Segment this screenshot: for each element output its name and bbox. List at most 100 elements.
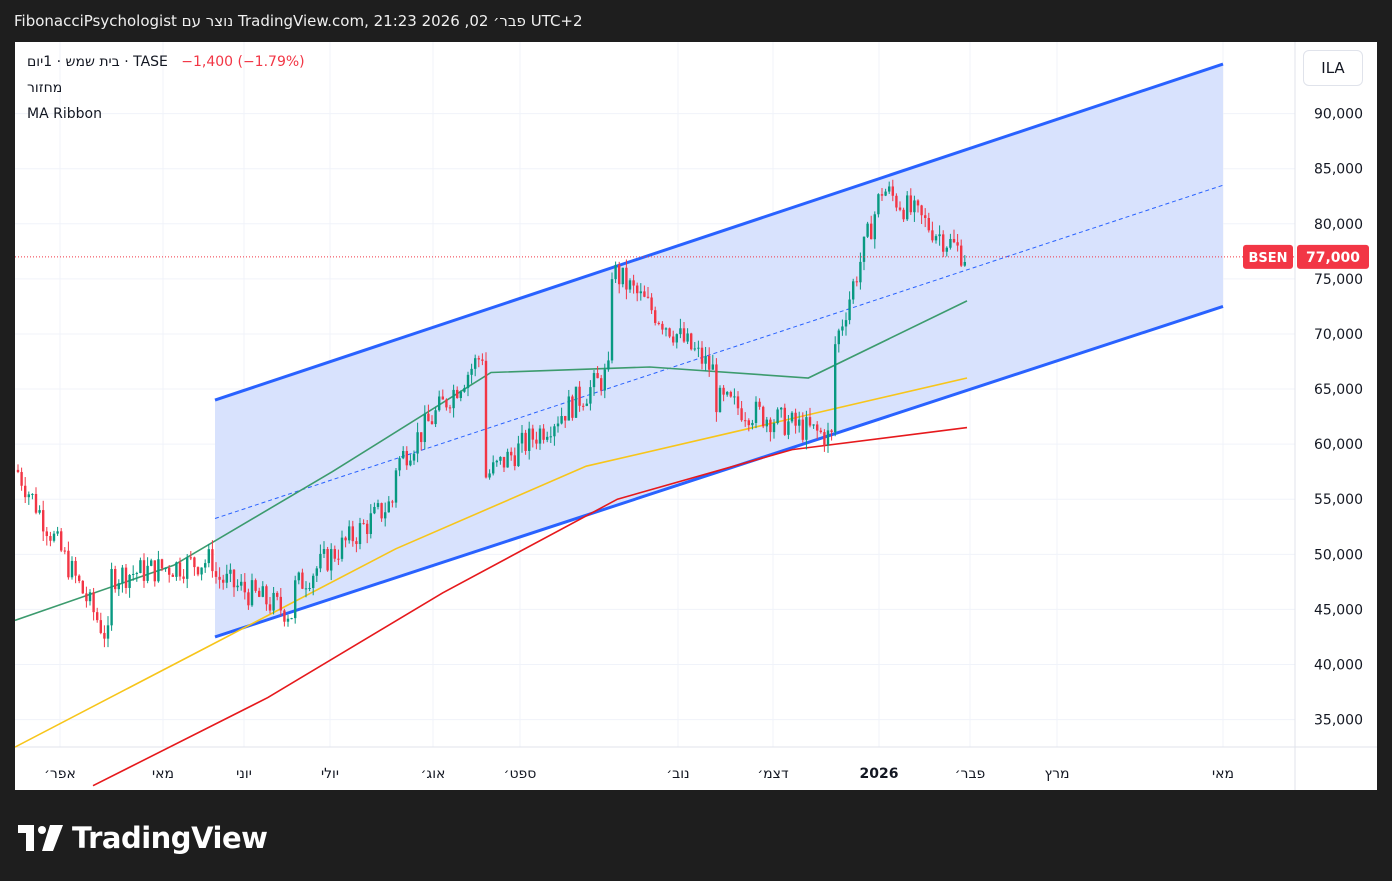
candle-body <box>542 428 545 440</box>
candle-body <box>340 537 344 559</box>
candle-body <box>841 326 844 331</box>
candle-body <box>585 403 588 406</box>
legend-indicator[interactable]: MA Ribbon <box>27 106 102 122</box>
candle-body <box>200 567 203 575</box>
candle-body <box>456 389 459 398</box>
candle-body <box>708 355 711 370</box>
candle-body <box>319 553 322 569</box>
candle-body <box>549 436 552 438</box>
candle-body <box>520 432 524 444</box>
candle-body <box>960 245 963 266</box>
x-tick-label: אוג׳ <box>421 766 446 782</box>
candle-body <box>384 512 387 519</box>
ma-long-line <box>92 426 968 787</box>
candle-body <box>808 417 812 426</box>
candle-body <box>420 432 423 443</box>
candle-body <box>942 234 945 252</box>
candle-body <box>873 214 876 240</box>
ma-mid-line <box>15 377 968 748</box>
ma-short-line <box>15 300 968 622</box>
candle-body <box>848 299 851 321</box>
candle-body <box>146 565 149 581</box>
candle-body <box>423 413 426 443</box>
candle-body <box>682 328 686 342</box>
candle-body <box>355 541 358 545</box>
candle-body <box>150 560 153 566</box>
channel-fill <box>215 64 1223 637</box>
candle-body <box>398 458 401 471</box>
tradingview-logo[interactable]: TradingView <box>18 818 268 858</box>
candle-body <box>261 586 264 597</box>
candle-body <box>564 416 567 421</box>
candle-body <box>614 264 617 280</box>
candle-body <box>733 396 736 398</box>
candle-body <box>409 460 412 466</box>
legend-volume[interactable]: מחזור <box>27 80 63 96</box>
candle-body <box>805 417 808 440</box>
candle-body <box>438 396 441 411</box>
candle-body <box>121 567 124 584</box>
candle-body <box>60 531 63 551</box>
candle-body <box>225 573 228 583</box>
candle-body <box>902 209 905 220</box>
legend-symbol[interactable]: בית שמש · 1יום · TASE <box>27 54 168 70</box>
candle-body <box>186 557 189 579</box>
candle-body <box>693 348 696 350</box>
candle-body <box>895 195 898 208</box>
candle-body <box>675 334 678 343</box>
candle-body <box>484 360 488 478</box>
candle-body <box>470 368 473 375</box>
symbol-tag <box>1243 244 1293 269</box>
chart-area[interactable]: 90,000 85,000 80,000 75,000 70,000 65,000 60,0… <box>15 42 1377 790</box>
candle-body <box>513 455 516 467</box>
candle-body <box>308 587 311 589</box>
candle-body <box>506 451 509 468</box>
snapshot-text: FibonacciPsychologist נוצר עם TradingVie… <box>14 12 583 30</box>
x-tick-label: יוני <box>236 766 252 782</box>
candle-body <box>312 575 315 588</box>
candle-body <box>870 223 873 240</box>
candle-body <box>607 360 610 370</box>
channel-lower-line <box>214 304 1224 639</box>
candle-body <box>751 422 754 426</box>
legend-symbol-row[interactable]: בית שמש · 1יום · TASE −1,400 (−1.79%) <box>27 54 305 70</box>
candle-body <box>362 523 365 525</box>
candle-body <box>276 592 279 597</box>
candle-body <box>661 323 664 330</box>
candle-body <box>906 195 909 220</box>
candle-body <box>877 194 880 215</box>
candle-body <box>909 195 912 213</box>
candle-body <box>639 291 642 294</box>
candle-body <box>524 432 527 451</box>
candle-body <box>236 585 239 588</box>
candle-body <box>114 569 117 590</box>
candle-body <box>247 592 250 606</box>
candle-body <box>884 191 887 196</box>
currency-button[interactable]: ILA <box>1303 50 1363 86</box>
candle-body <box>434 410 437 425</box>
candle-body <box>204 563 207 568</box>
candle-body <box>229 569 232 574</box>
candle-body <box>171 574 174 577</box>
candle-body <box>844 320 848 327</box>
candle-body <box>783 407 786 435</box>
candle-body <box>762 406 765 427</box>
candle-body <box>333 549 336 559</box>
price-chart[interactable]: 90,000 85,000 80,000 75,000 70,000 65,000 60,0… <box>15 42 1377 790</box>
candle-body <box>99 620 102 633</box>
y-tick-label: 90,000 <box>1314 107 1363 123</box>
candle-body <box>880 194 884 196</box>
y-tick-label: 65,000 <box>1314 382 1363 398</box>
candle-body <box>924 215 927 218</box>
candle-body <box>477 358 480 360</box>
candle-body <box>528 428 531 451</box>
candle-body <box>625 267 628 290</box>
candle-body <box>657 322 660 324</box>
candle-body <box>441 396 444 400</box>
candle-body <box>430 421 434 425</box>
candle-body <box>952 238 956 243</box>
candle-body <box>254 580 257 591</box>
candle-body <box>207 549 210 564</box>
candle-body <box>711 364 714 370</box>
candle-body <box>492 462 495 474</box>
